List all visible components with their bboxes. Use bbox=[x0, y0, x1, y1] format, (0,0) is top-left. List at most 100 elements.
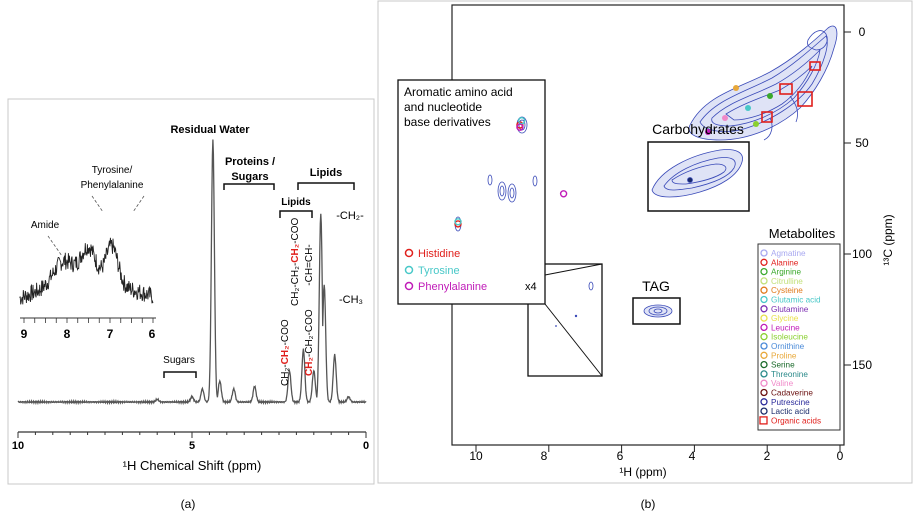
panel-a-xlabel: ¹H Chemical Shift (ppm) bbox=[123, 458, 262, 473]
metabolite-marker-isoleucine bbox=[760, 333, 768, 341]
bracket-lipids-small bbox=[279, 210, 313, 218]
organic-acid-marker bbox=[779, 83, 793, 95]
metabolite-marker-valine bbox=[760, 379, 768, 387]
metabolite-dot bbox=[705, 129, 711, 135]
contour-carbohydrates bbox=[651, 149, 743, 198]
label-sugars-bottom: Sugars bbox=[163, 355, 195, 366]
inset-point-phenylalanine bbox=[516, 123, 524, 131]
box-carbohydrates bbox=[647, 141, 750, 212]
inset-legend-marker-histidine bbox=[404, 248, 414, 258]
label-proteins: Proteins / bbox=[225, 156, 275, 168]
zoom-line-bottom bbox=[544, 303, 603, 377]
label-tag: TAG bbox=[642, 278, 670, 294]
metabolite-label-organic-acids: Organic acids bbox=[771, 416, 821, 425]
panel-a-inset-ticks bbox=[23, 318, 154, 323]
inset-data-points bbox=[454, 116, 568, 228]
panel-a-xtick-10: 10 bbox=[12, 440, 24, 452]
metabolite-label-glutamine: Glutamine bbox=[771, 305, 809, 314]
panel-b-xtick-6: 6 bbox=[617, 449, 624, 463]
metabolite-marker-glycine bbox=[760, 314, 768, 322]
inset-point-tyrosine bbox=[518, 116, 526, 125]
label-sugars-top: Sugars bbox=[231, 171, 268, 183]
inset-legend-phenylalanine: Phenylalanine bbox=[418, 281, 487, 293]
metabolites-legend bbox=[757, 243, 841, 431]
contour-aromatic-small bbox=[588, 281, 594, 291]
metabolite-label-ornithine: Ornithine bbox=[771, 342, 805, 351]
contour-aliphatic bbox=[688, 25, 838, 141]
panel-a-label: (a) bbox=[181, 497, 196, 511]
metabolite-dots bbox=[705, 85, 773, 135]
metabolite-marker-cysteine bbox=[760, 286, 768, 294]
bracket-sugars-bottom bbox=[163, 371, 197, 378]
panel-a-spectrum bbox=[17, 139, 367, 406]
metabolite-dot bbox=[745, 105, 751, 111]
leader-tyrosine-1 bbox=[91, 195, 104, 213]
metabolite-label-alanine: Alanine bbox=[771, 258, 799, 267]
panel-b-xtick-4: 4 bbox=[689, 449, 696, 463]
metabolite-marker-arginine bbox=[760, 267, 768, 276]
label-tyrosine: Tyrosine/ bbox=[92, 165, 133, 176]
metabolite-label-threonine: Threonine bbox=[771, 370, 808, 379]
metabolite-label-citrulline: Citrulline bbox=[771, 277, 803, 286]
panel-b-frame bbox=[377, 0, 913, 484]
metabolite-marker-lactic-acid bbox=[760, 407, 768, 415]
panel-b-ytick-100: 100 bbox=[852, 247, 872, 261]
label-coo-3: CH₂-CH₂-COO bbox=[304, 309, 315, 376]
panel-a-xtick-0: 0 bbox=[363, 440, 369, 452]
panel-b: 0 50 100 150 ¹³C (ppm) 10 8 6 4 2 0 ¹H (… bbox=[377, 0, 913, 484]
leader-amide bbox=[47, 235, 63, 257]
inset-title-line-3: base derivatives bbox=[404, 115, 491, 129]
box-tag bbox=[632, 297, 681, 325]
panel-b-ytick-50: 50 bbox=[855, 136, 869, 150]
inset-legend-marker-phenylalanine bbox=[404, 281, 414, 291]
metabolite-marker-alanine bbox=[760, 258, 768, 266]
metabolite-marker-glutamic-acid bbox=[760, 295, 768, 304]
panel-b-xtick-0: 0 bbox=[837, 449, 844, 463]
metabolite-marker-serine bbox=[760, 360, 768, 369]
metabolite-label-serine: Serine bbox=[771, 361, 795, 370]
metabolite-dot bbox=[753, 121, 759, 127]
panel-b-y-ticks bbox=[844, 31, 851, 366]
label-coo-2: CH₂-CH₂-CH₂-COO bbox=[290, 217, 301, 306]
panel-b-xtick-8: 8 bbox=[541, 449, 548, 463]
metabolite-label-proline: Proline bbox=[771, 351, 797, 360]
inset-legend-histidine: Histidine bbox=[418, 248, 460, 260]
metabolite-label-cysteine: Cysteine bbox=[771, 286, 803, 295]
organic-acid-marker bbox=[797, 91, 813, 107]
panel-b-ytick-0: 0 bbox=[859, 25, 866, 39]
zoom-line-mid bbox=[544, 263, 603, 276]
leader-tyrosine-2 bbox=[132, 195, 145, 213]
label-residual-water: Residual Water bbox=[170, 124, 250, 136]
metabolite-label-glycine: Glycine bbox=[771, 314, 799, 323]
metabolite-label-arginine: Arginine bbox=[771, 268, 801, 277]
panel-b-ytick-150: 150 bbox=[852, 358, 872, 372]
panel-b-xtick-10: 10 bbox=[469, 449, 483, 463]
metabolite-marker-citrulline bbox=[760, 277, 768, 285]
panel-a-inset-tick-6: 6 bbox=[149, 327, 156, 341]
metabolite-dot bbox=[722, 115, 728, 121]
panel-b-x-ticks bbox=[475, 445, 841, 452]
inset-legend-tyrosine: Tyrosine bbox=[418, 265, 460, 277]
organic-acid-markers bbox=[761, 61, 821, 123]
box-aromatic-region bbox=[527, 263, 603, 377]
inset-scale: x4 bbox=[525, 281, 537, 293]
panel-b-xtick-2: 2 bbox=[764, 449, 771, 463]
label-ch3: -CH₃ bbox=[339, 294, 363, 306]
metabolite-marker-threonine bbox=[760, 370, 768, 378]
label-carbohydrates: Carbohydrates bbox=[652, 121, 744, 137]
label-phenylalanine: Phenylalanine bbox=[81, 180, 144, 191]
metabolite-label-agmatine: Agmatine bbox=[771, 249, 806, 258]
contour-aromatic-small bbox=[555, 325, 557, 327]
label-ch2: -CH₂- bbox=[336, 210, 364, 222]
inset-point-phenylalanine bbox=[559, 190, 568, 198]
organic-acid-marker bbox=[761, 111, 773, 123]
panel-a-frame bbox=[7, 98, 375, 485]
panel-a-inset-tick-7: 7 bbox=[107, 327, 114, 341]
label-coo-1: CH₂-CH₂-COO bbox=[280, 319, 291, 386]
metabolite-dot bbox=[733, 85, 739, 91]
metabolite-marker-proline bbox=[760, 351, 768, 359]
bracket-proteins bbox=[223, 183, 275, 190]
metabolite-label-cadaverine: Cadaverine bbox=[771, 389, 813, 398]
inset-title-line-2: and nucleotide bbox=[404, 100, 482, 114]
inset-title-line-1: Aromatic amino acid bbox=[404, 85, 513, 99]
